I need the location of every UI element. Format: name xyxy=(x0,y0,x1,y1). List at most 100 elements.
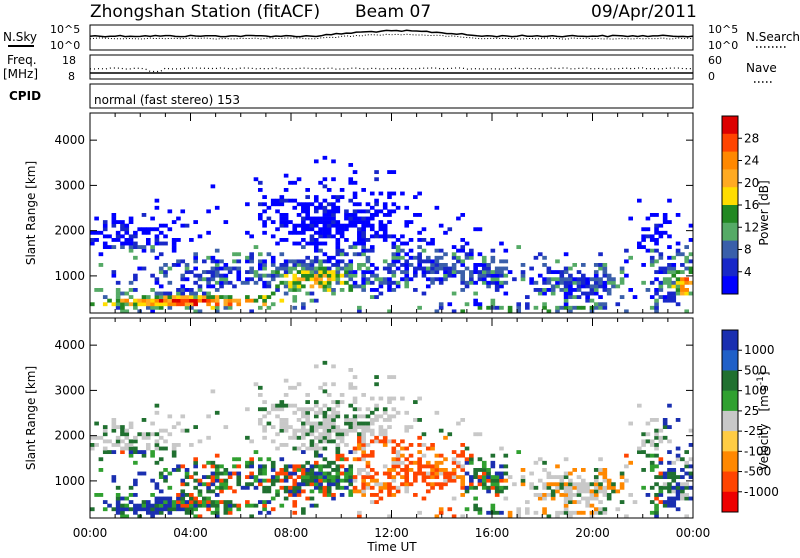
velocity-cell xyxy=(404,446,410,451)
velocity-cell xyxy=(369,410,375,415)
velocity-cell xyxy=(279,425,285,430)
power-colorbar-label: Power [dB] xyxy=(757,180,771,245)
velocity-cell xyxy=(111,443,117,447)
power-cell xyxy=(374,230,379,235)
power-cell xyxy=(318,277,323,282)
velocity-cell xyxy=(253,478,259,483)
velocity-cell xyxy=(193,514,198,519)
power-cell xyxy=(542,302,547,307)
power-cell xyxy=(115,298,121,303)
power-cell xyxy=(288,220,293,225)
power-cell xyxy=(180,284,186,289)
velocity-cell xyxy=(352,414,358,419)
velocity-cell xyxy=(589,493,595,497)
power-cell xyxy=(675,288,681,292)
power-cell xyxy=(494,266,500,271)
power-cell xyxy=(615,284,621,289)
velocity-cell xyxy=(671,485,677,490)
velocity-cell xyxy=(649,443,655,447)
power-cell xyxy=(671,270,677,275)
velocity-cell xyxy=(133,435,138,440)
velocity-y-tick-label: 3000 xyxy=(54,383,85,397)
velocity-cell xyxy=(382,482,388,487)
velocity-cell xyxy=(344,485,349,490)
power-cell xyxy=(464,284,470,289)
velocity-cell xyxy=(469,478,474,483)
velocity-cell xyxy=(270,475,276,480)
power-cell xyxy=(619,266,625,271)
velocity-cell xyxy=(94,443,99,447)
power-cell xyxy=(305,205,310,210)
power-cell xyxy=(408,255,414,260)
power-cell xyxy=(339,230,345,235)
velocity-cell xyxy=(275,432,280,437)
velocity-cell xyxy=(624,514,629,519)
velocity-cell xyxy=(654,507,659,512)
power-cell xyxy=(279,238,285,242)
velocity-cell xyxy=(671,503,677,508)
power-cell xyxy=(382,234,388,239)
power-cell xyxy=(275,209,280,214)
power-cell xyxy=(193,298,198,303)
velocity-cell xyxy=(688,475,694,480)
velocity-cell xyxy=(499,446,504,451)
power-cell xyxy=(667,284,672,289)
velocity-cell xyxy=(249,457,254,462)
velocity-cell xyxy=(102,428,108,433)
power-cell xyxy=(473,298,478,303)
velocity-y-tick-label: 2000 xyxy=(54,429,85,443)
velocity-cell xyxy=(451,468,457,472)
velocity-cell xyxy=(145,500,151,505)
velocity-cell xyxy=(163,468,168,472)
power-cell xyxy=(210,305,216,310)
power-cell xyxy=(288,270,293,275)
velocity-cell xyxy=(292,432,298,437)
power-cell xyxy=(387,213,392,217)
power-cell xyxy=(649,280,655,285)
velocity-cell xyxy=(322,360,328,365)
power-cell xyxy=(593,277,599,282)
power-cell xyxy=(339,288,345,292)
velocity-cell xyxy=(326,407,332,412)
velocity-cell xyxy=(184,468,190,472)
velocity-cell xyxy=(145,443,151,447)
power-cell xyxy=(348,223,354,228)
velocity-cell xyxy=(102,425,108,430)
velocity-cell xyxy=(326,414,332,419)
velocity-cell xyxy=(145,503,151,508)
velocity-cell xyxy=(150,510,155,515)
velocity-cell xyxy=(313,425,319,430)
velocity-cell xyxy=(335,457,341,462)
velocity-cell xyxy=(262,489,267,494)
velocity-cell xyxy=(490,503,496,508)
velocity-cell xyxy=(417,396,422,401)
velocity-cell xyxy=(649,485,655,490)
velocity-cell xyxy=(490,482,496,487)
velocity-cell xyxy=(344,478,349,483)
velocity-cell xyxy=(378,414,384,419)
power-cell xyxy=(301,245,306,250)
power-cell xyxy=(365,277,371,282)
power-cell xyxy=(481,277,487,282)
velocity-cell xyxy=(550,482,556,487)
power-cell xyxy=(486,263,491,267)
power-cell xyxy=(163,273,168,278)
velocity-cell xyxy=(210,460,216,465)
power-cell xyxy=(232,284,237,289)
velocity-cell xyxy=(391,439,397,444)
power-cell xyxy=(331,223,336,228)
velocity-cell xyxy=(137,450,142,455)
velocity-cell xyxy=(331,496,336,501)
velocity-cell xyxy=(318,464,323,469)
power-cell xyxy=(357,263,362,267)
power-cell xyxy=(559,273,565,278)
velocity-cell xyxy=(266,500,272,505)
power-cell xyxy=(197,277,203,282)
power-cell xyxy=(115,280,121,285)
velocity-cell xyxy=(352,478,358,483)
velocity-cell xyxy=(464,485,470,490)
velocity-cell xyxy=(520,468,526,472)
velocity-cell xyxy=(296,418,302,422)
velocity-cell xyxy=(201,500,207,505)
power-cell xyxy=(662,230,668,235)
